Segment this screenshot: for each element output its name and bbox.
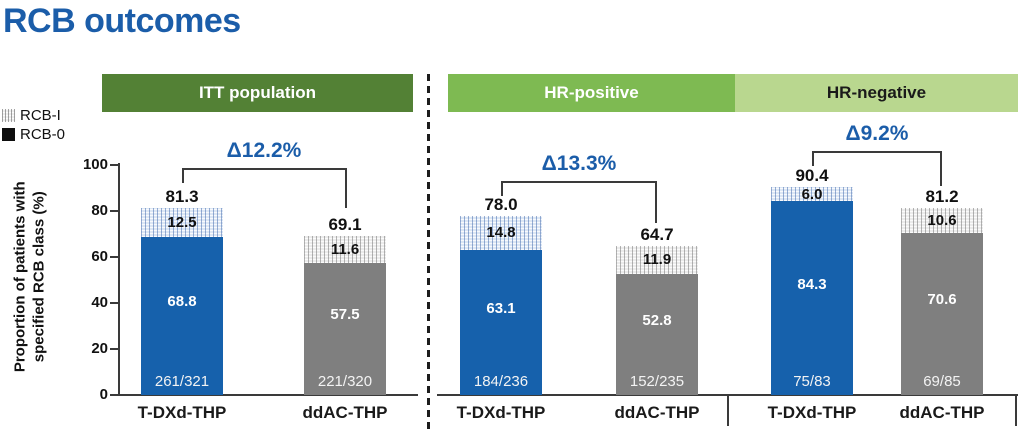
bracket-stub — [812, 151, 814, 166]
bar-fraction-label: 261/321 — [154, 373, 210, 390]
y-tick-80 — [110, 210, 118, 212]
group-header-hr-negative: HR-negative — [735, 74, 1018, 112]
bar-fraction-label: 184/236 — [473, 373, 529, 390]
segment-rcb1-value: 12.5 — [167, 213, 197, 231]
x-label-itt-tdxd: T-DXd-THP — [137, 403, 227, 422]
delta-bracket-itt — [182, 168, 347, 208]
segment-rcb1: 12.5 — [141, 208, 223, 237]
dashed-separator — [427, 74, 430, 433]
segment-rcb1: 11.9 — [616, 246, 698, 274]
segment-rcb1-value: 10.6 — [927, 211, 957, 229]
bracket-stub — [940, 151, 942, 186]
legend-item-rcb1: RCB-I — [2, 106, 65, 125]
x-label-hrpos-ddac: ddAC-THP — [614, 403, 700, 422]
bracket-stub — [345, 168, 347, 208]
segment-rcb1-value: 11.9 — [642, 251, 672, 269]
legend: RCB-I RCB-0 — [2, 106, 65, 144]
bar-total-label: 78.0 — [484, 194, 518, 214]
bar-total-label: 69.1 — [328, 215, 362, 235]
bar-total-label: 81.2 — [925, 187, 959, 207]
bracket-stub — [655, 181, 657, 223]
bar-fraction-label: 69/85 — [923, 373, 961, 390]
segment-rcb0: 68.8 261/321 — [141, 236, 223, 395]
y-tick-100 — [110, 164, 118, 166]
y-tick-label-0: 0 — [99, 386, 108, 403]
segment-rcb0: 70.6 69/85 — [901, 232, 983, 395]
x-axis-baseline-itt — [118, 394, 418, 396]
y-tick-label-40: 40 — [91, 294, 108, 311]
y-tick-20 — [110, 348, 118, 350]
x-label-hrneg-tdxd: T-DXd-THP — [767, 403, 857, 422]
legend-item-rcb0: RCB-0 — [2, 125, 65, 144]
bar-hrneg-tdxd: 90.4 6.0 84.3 75/83 — [771, 166, 853, 395]
bar-total-label: 90.4 — [795, 166, 829, 186]
bar-hrpos-tdxd: 78.0 14.8 63.1 184/236 — [460, 195, 542, 395]
x-axis-divider-hr — [727, 394, 729, 426]
segment-rcb0-value: 68.8 — [167, 293, 197, 311]
segment-rcb0-value: 84.3 — [797, 275, 827, 293]
bar-fraction-label: 221/320 — [317, 373, 373, 390]
bar-itt-ddac: 69.1 11.6 57.5 221/320 — [304, 215, 386, 395]
rcb1-hatched-swatch-icon — [2, 109, 15, 122]
delta-label-hr-negative: Δ9.2% — [845, 122, 909, 145]
segment-rcb0: 57.5 221/320 — [304, 262, 386, 395]
y-tick-label-60: 60 — [91, 248, 108, 265]
group-header-hr-positive: HR-positive — [448, 74, 735, 112]
segment-rcb0: 63.1 184/236 — [460, 249, 542, 395]
bracket-stub — [182, 168, 184, 183]
segment-rcb1: 10.6 — [901, 208, 983, 233]
segment-rcb1: 11.6 — [304, 236, 386, 263]
segment-rcb1: 14.8 — [460, 215, 542, 250]
bar-fraction-label: 152/235 — [629, 373, 685, 390]
segment-rcb0-value: 52.8 — [642, 311, 672, 329]
delta-bracket-hr-positive — [501, 181, 657, 223]
bracket-stub — [501, 181, 503, 196]
x-label-hrpos-tdxd: T-DXd-THP — [456, 403, 546, 422]
segment-rcb0-value: 57.5 — [330, 306, 360, 324]
segment-rcb0: 52.8 152/235 — [616, 273, 698, 395]
delta-bracket-hr-negative — [812, 151, 942, 186]
bar-total-label: 64.7 — [640, 225, 674, 245]
bar-fraction-label: 75/83 — [793, 373, 831, 390]
segment-rcb1-value: 14.8 — [486, 224, 516, 242]
segment-rcb0-value: 70.6 — [927, 291, 957, 309]
y-axis-title-line2: specified RCB class (%) — [30, 191, 47, 363]
bar-hrneg-ddac: 81.2 10.6 70.6 69/85 — [901, 187, 983, 395]
bar-total-label: 81.3 — [165, 187, 199, 207]
bar-itt-tdxd: 81.3 12.5 68.8 261/321 — [141, 187, 223, 395]
segment-rcb1: 6.0 — [771, 185, 853, 203]
y-tick-label-20: 20 — [91, 340, 108, 357]
y-axis-title-line1: Proportion of patients with — [11, 181, 29, 373]
bar-hrpos-ddac: 64.7 11.9 52.8 152/235 — [616, 225, 698, 395]
segment-rcb0-value: 63.1 — [486, 299, 516, 317]
y-tick-label-80: 80 — [91, 202, 108, 219]
group-header-itt: ITT population — [102, 74, 413, 112]
segment-rcb1-value: 11.6 — [330, 240, 360, 258]
y-tick-60 — [110, 256, 118, 258]
segment-rcb0: 84.3 75/83 — [771, 201, 853, 395]
y-axis-title: Proportion of patients with specified RC… — [11, 150, 49, 404]
x-label-hrneg-ddac: ddAC-THP — [899, 403, 985, 422]
y-axis-line — [118, 163, 120, 395]
y-tick-0 — [110, 394, 118, 396]
page-title: RCB outcomes — [3, 2, 241, 40]
y-tick-40 — [110, 302, 118, 304]
legend-label-rcb0: RCB-0 — [20, 126, 66, 143]
segment-rcb1-value: 6.0 — [801, 185, 823, 203]
rcb0-solid-swatch-icon — [2, 128, 15, 141]
y-tick-label-100: 100 — [82, 156, 108, 173]
x-label-itt-ddac: ddAC-THP — [302, 403, 388, 422]
delta-label-itt: Δ12.2% — [226, 139, 302, 162]
legend-label-rcb1: RCB-I — [20, 107, 61, 124]
delta-label-hr-positive: Δ13.3% — [541, 152, 617, 175]
x-axis-divider-end — [1015, 394, 1017, 426]
